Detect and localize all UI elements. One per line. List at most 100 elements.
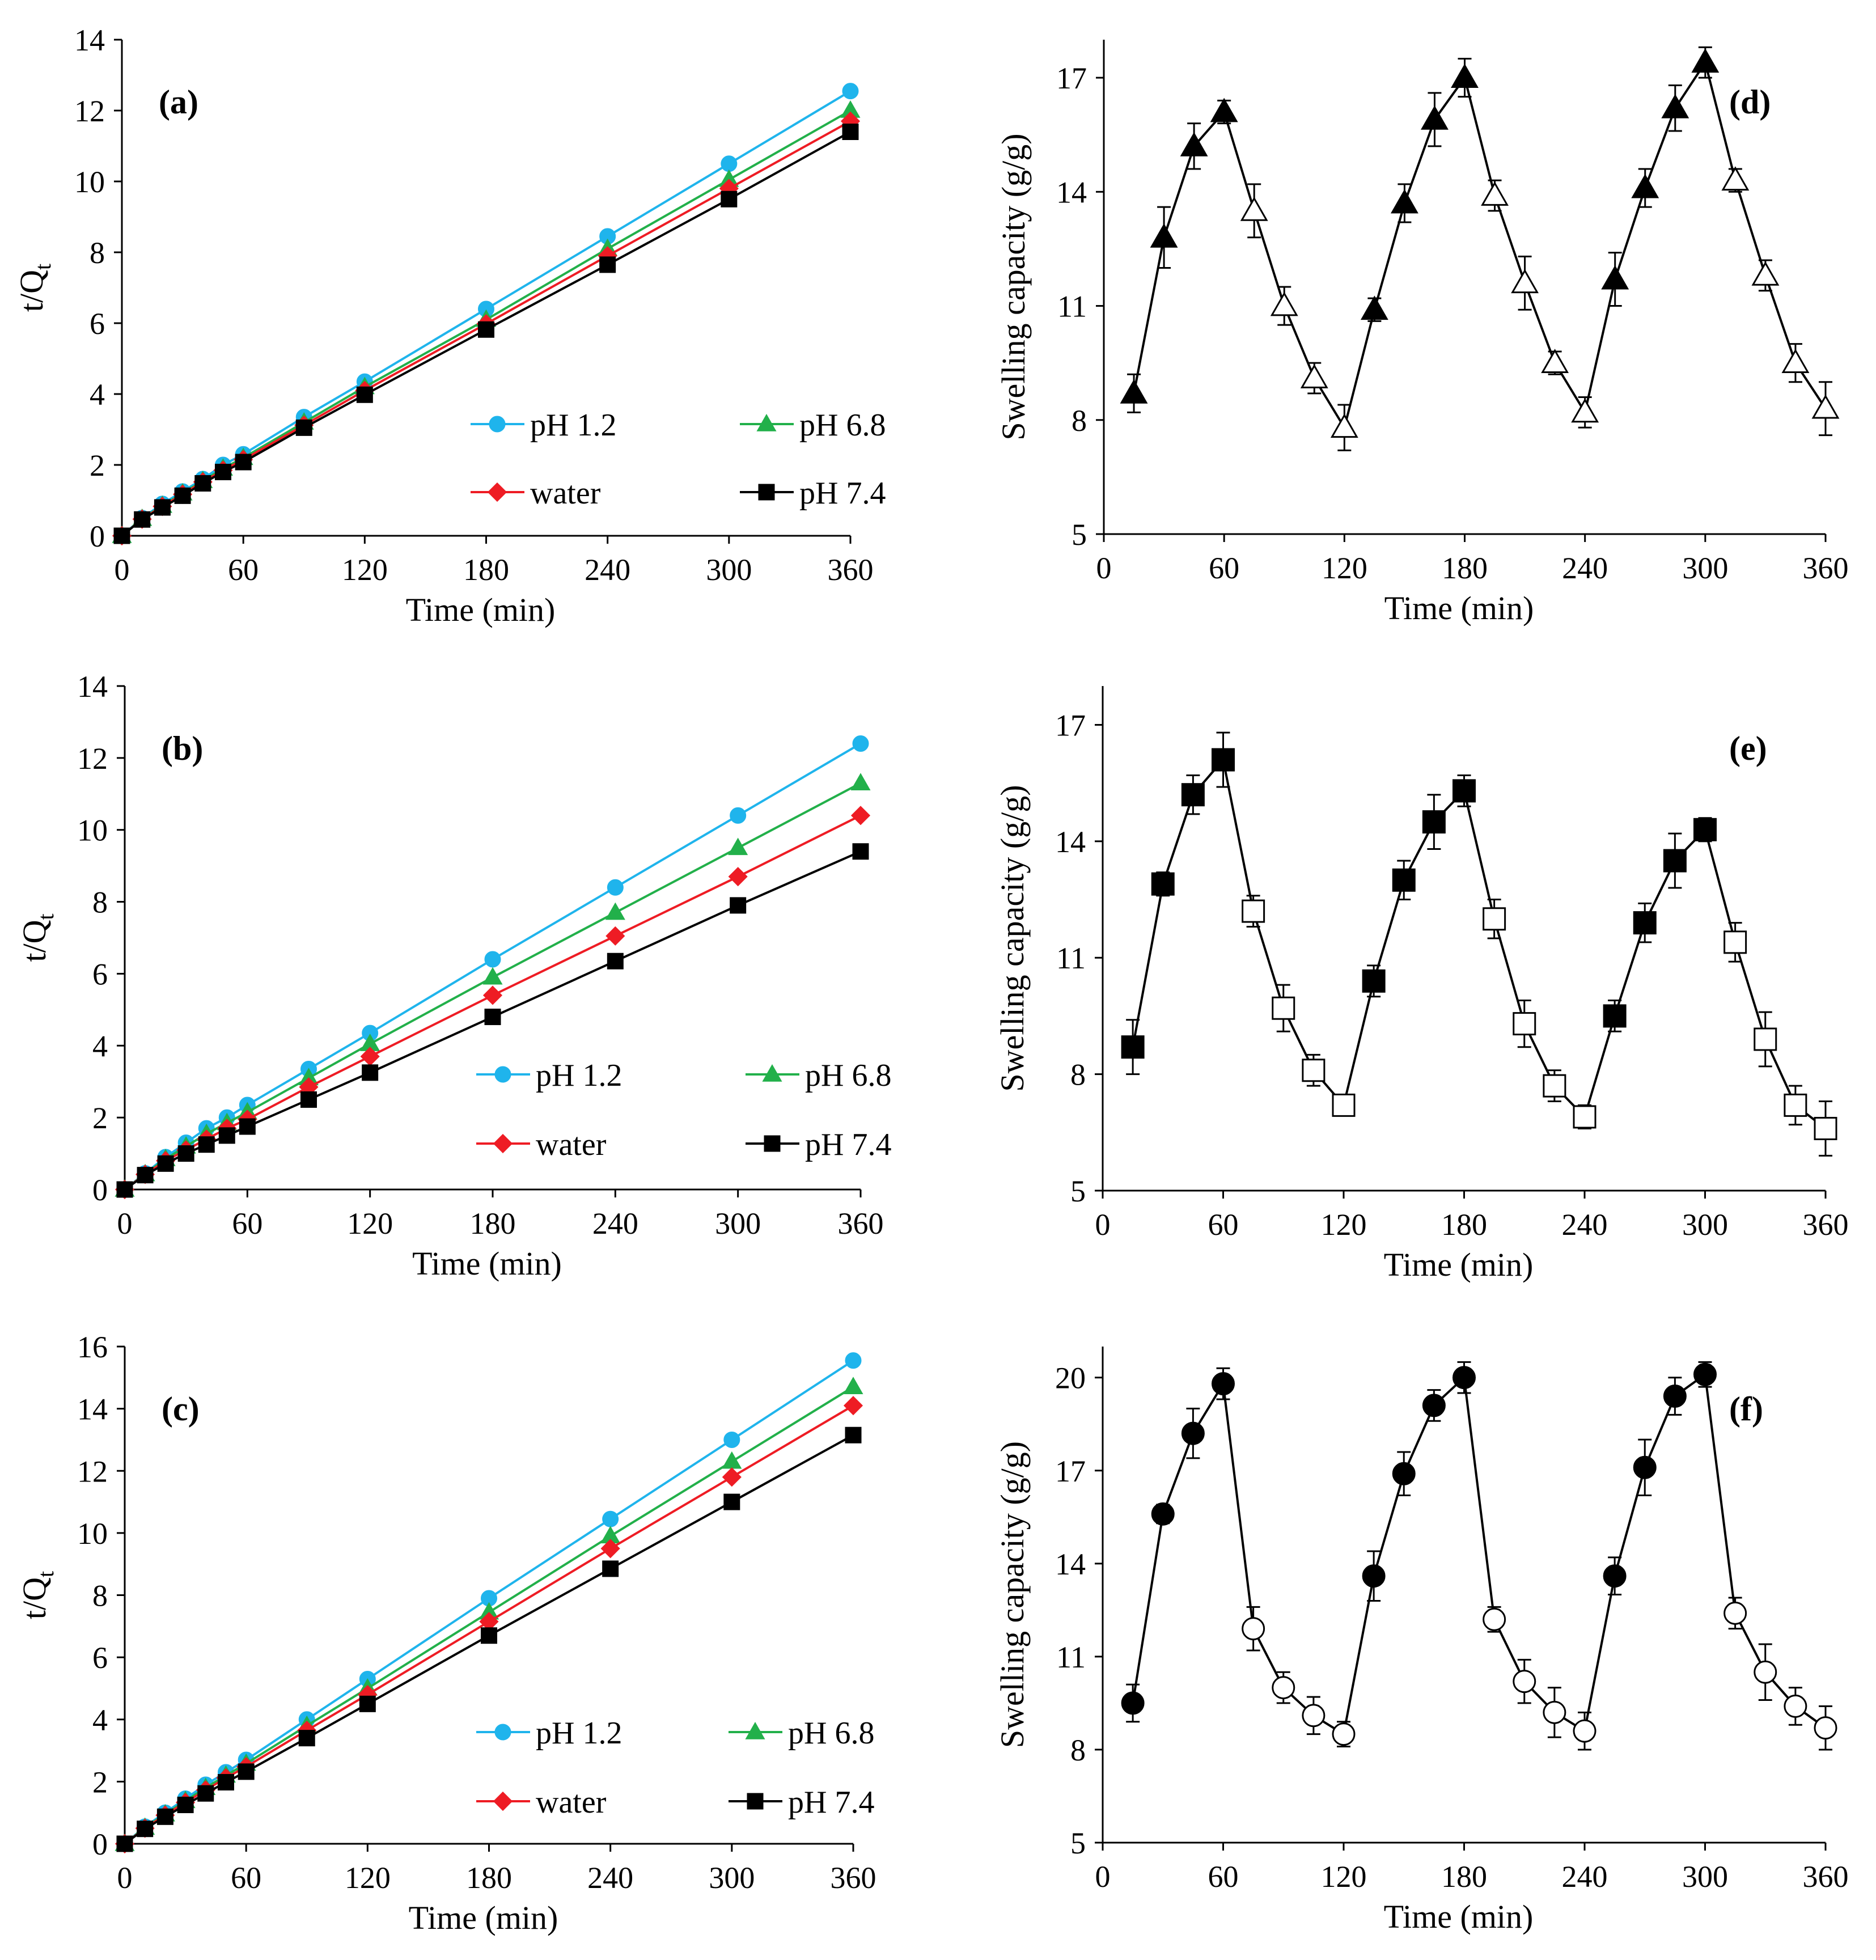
legend-swatch-marker [745, 1722, 765, 1739]
data-point [1513, 1012, 1536, 1036]
data-point [1751, 261, 1780, 286]
y-tick-label: 4 [92, 1029, 108, 1063]
data-point [1691, 48, 1720, 73]
legend-swatch-marker [762, 1064, 782, 1082]
legend-swatch-marker [493, 1133, 513, 1154]
data-point [843, 1396, 863, 1416]
x-tick-label: 240 [587, 1861, 633, 1895]
data-point [1151, 1502, 1175, 1526]
data-point [1181, 783, 1205, 807]
panel-label: (e) [1729, 730, 1767, 767]
x-tick-label: 60 [1208, 1208, 1239, 1242]
data-point [1362, 1564, 1386, 1588]
y-tick-label: 8 [92, 886, 108, 920]
data-point [1781, 349, 1810, 374]
data-point [602, 1510, 619, 1527]
data-point [1543, 1700, 1566, 1724]
x-tick-label: 60 [1208, 1860, 1239, 1894]
data-point [1633, 911, 1657, 935]
data-point [194, 475, 211, 492]
data-point [1422, 1394, 1446, 1417]
y-tick-label: 12 [77, 742, 108, 776]
data-point [1181, 1421, 1205, 1445]
y-axis-label: t/Qt [13, 264, 56, 312]
x-tick-label: 240 [592, 1207, 638, 1241]
data-point [721, 191, 738, 208]
y-tick-label: 0 [92, 1827, 108, 1861]
data-point [177, 1145, 194, 1162]
y-tick-label: 16 [77, 1330, 108, 1364]
y-tick-label: 14 [1056, 175, 1087, 209]
y-tick-label: 8 [1070, 1058, 1086, 1092]
x-tick-label: 60 [231, 1861, 261, 1895]
data-point [1541, 349, 1569, 374]
data-point [1721, 166, 1750, 191]
x-tick-label: 60 [228, 553, 259, 587]
data-point [1300, 364, 1328, 388]
x-tick-label: 0 [117, 1207, 133, 1241]
data-point [1661, 94, 1689, 118]
x-tick-label: 360 [1803, 551, 1849, 585]
x-tick-label: 0 [115, 553, 130, 587]
y-tick-label: 14 [77, 1392, 108, 1426]
data-point [478, 321, 494, 338]
data-point [362, 1064, 379, 1081]
x-tick-label: 300 [1682, 1208, 1728, 1242]
data-point [484, 951, 501, 968]
data-point [850, 773, 871, 790]
data-point [198, 1136, 215, 1153]
y-tick-label: 14 [77, 670, 108, 704]
x-axis-label: Time (min) [1384, 1898, 1534, 1935]
y-tick-label: 2 [92, 1101, 108, 1135]
y-tick-label: 8 [90, 236, 105, 270]
data-point [722, 1467, 742, 1487]
y-tick-label: 10 [77, 1517, 108, 1551]
data-point [197, 1785, 214, 1802]
data-point [1210, 98, 1238, 122]
x-tick-label: 300 [1682, 551, 1728, 585]
data-point [298, 1730, 315, 1747]
chart-panel-f: 0 60 120 180 240 300 360 5 8 11 14 17 20 Time (min) Sw… [994, 1347, 1849, 1935]
data-point [1330, 413, 1358, 438]
data-point [1212, 1372, 1235, 1396]
x-tick-label: 120 [345, 1861, 391, 1895]
data-point [157, 1155, 174, 1172]
data-point [1302, 1059, 1326, 1082]
data-point [1302, 1704, 1326, 1728]
data-point [1483, 907, 1506, 931]
data-point [1573, 1105, 1596, 1129]
data-point [1360, 295, 1388, 320]
data-point [137, 1167, 154, 1184]
legend-label: pH 6.8 [788, 1716, 874, 1751]
data-point [1663, 1385, 1687, 1408]
x-axis-label: Time (min) [406, 591, 556, 628]
data-point [607, 953, 624, 970]
data-point [137, 1821, 154, 1838]
legend-label: pH 1.2 [536, 1058, 622, 1093]
x-tick-label: 300 [715, 1207, 761, 1241]
data-point [1362, 969, 1386, 993]
legend-label: pH 1.2 [536, 1716, 622, 1751]
y-tick-label: 6 [92, 1641, 108, 1675]
y-axis-label: t/Qt [16, 1571, 58, 1619]
data-point [728, 867, 748, 887]
x-tick-label: 360 [1803, 1208, 1849, 1242]
data-point [1452, 779, 1476, 803]
data-point [1212, 748, 1235, 772]
data-point [113, 527, 130, 544]
data-point [481, 1627, 497, 1644]
y-tick-label: 11 [1057, 290, 1087, 324]
y-tick-label: 20 [1055, 1361, 1086, 1395]
data-point [1511, 269, 1539, 294]
legend-label: water [536, 1785, 607, 1820]
y-tick-label: 6 [92, 957, 108, 991]
data-point [1150, 223, 1178, 248]
data-point [1240, 196, 1268, 221]
panel-label: (d) [1729, 83, 1771, 121]
y-tick-label: 2 [90, 448, 105, 482]
x-tick-label: 120 [1321, 1860, 1367, 1894]
data-point [177, 1796, 194, 1813]
y-tick-label: 10 [77, 814, 108, 848]
data-point [1120, 379, 1148, 404]
